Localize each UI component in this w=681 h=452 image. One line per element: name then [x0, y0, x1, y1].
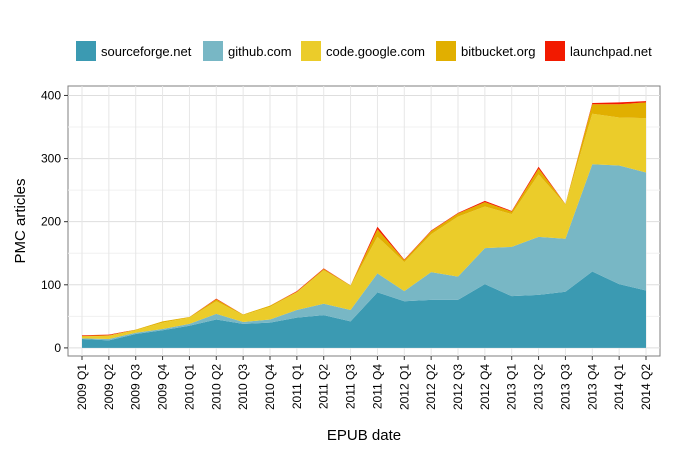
- legend-item-bitbucket: bitbucket.org: [435, 36, 535, 66]
- legend-swatch-sourceforge: [75, 40, 97, 62]
- x-tick-label: 2014 Q1: [612, 364, 626, 410]
- area-github: [82, 164, 646, 341]
- legend-item-code-google: code.google.com: [300, 36, 425, 66]
- y-tick-label: 300: [41, 152, 61, 166]
- x-tick-label: 2009 Q4: [156, 364, 170, 410]
- x-tick-label: 2012 Q3: [451, 364, 465, 410]
- y-tick-label: 400: [41, 88, 61, 102]
- legend-item-sourceforge: sourceforge.net: [75, 36, 191, 66]
- legend-swatch-launchpad: [544, 40, 566, 62]
- y-tick-label: 100: [41, 278, 61, 292]
- x-tick-label: 2011 Q3: [344, 364, 358, 409]
- area-layer: [82, 101, 646, 348]
- x-tick-label: 2010 Q2: [209, 364, 223, 410]
- x-tick-label: 2011 Q1: [290, 364, 304, 409]
- x-tick-label: 2009 Q1: [75, 364, 89, 410]
- x-tick-label: 2013 Q2: [532, 364, 546, 410]
- x-axis-title: EPUB date: [327, 427, 401, 444]
- legend-label-github: github.com: [228, 43, 292, 59]
- legend: sourceforge.net github.com code.google.c…: [0, 36, 681, 66]
- area-sourceforge: [82, 271, 646, 348]
- x-tick-label: 2011 Q2: [317, 364, 331, 409]
- x-tick-label: 2009 Q3: [129, 364, 143, 410]
- y-tick-label: 200: [41, 215, 61, 229]
- x-tick-label: 2010 Q3: [236, 364, 250, 410]
- x-tick-label: 2013 Q3: [558, 364, 572, 410]
- y-axis-title: PMC articles: [12, 178, 29, 263]
- legend-item-github: github.com: [202, 36, 292, 66]
- axes: 0 100 200 300 400 2009 Q1 2009 Q2 2009 Q3 2009 Q…: [41, 88, 653, 410]
- x-tick-label: 2012 Q1: [397, 364, 411, 410]
- legend-label-bitbucket: bitbucket.org: [461, 43, 536, 59]
- legend-label-launchpad: launchpad.net: [570, 43, 652, 59]
- x-tick-label: 2013 Q1: [505, 364, 519, 410]
- x-tick-label: 2012 Q4: [478, 364, 492, 410]
- area-code-google: [82, 113, 646, 340]
- x-tick-label: 2012 Q2: [424, 364, 438, 410]
- x-tick-label: 2010 Q1: [182, 364, 196, 410]
- legend-swatch-bitbucket: [435, 40, 457, 62]
- x-tick-label: 2009 Q2: [102, 364, 116, 410]
- legend-label-code-google: code.google.com: [326, 43, 426, 59]
- x-tick-label: 2010 Q4: [263, 364, 277, 410]
- legend-swatch-github: [202, 40, 224, 62]
- x-tick-label: 2014 Q2: [639, 364, 653, 410]
- y-tick-label: 0: [54, 341, 61, 355]
- legend-label-sourceforge: sourceforge.net: [101, 43, 192, 59]
- legend-swatch-code-google: [300, 40, 322, 62]
- x-tick-label: 2013 Q4: [585, 364, 599, 410]
- legend-item-launchpad: launchpad.net: [544, 36, 652, 66]
- x-tick-label: 2011 Q4: [370, 364, 384, 409]
